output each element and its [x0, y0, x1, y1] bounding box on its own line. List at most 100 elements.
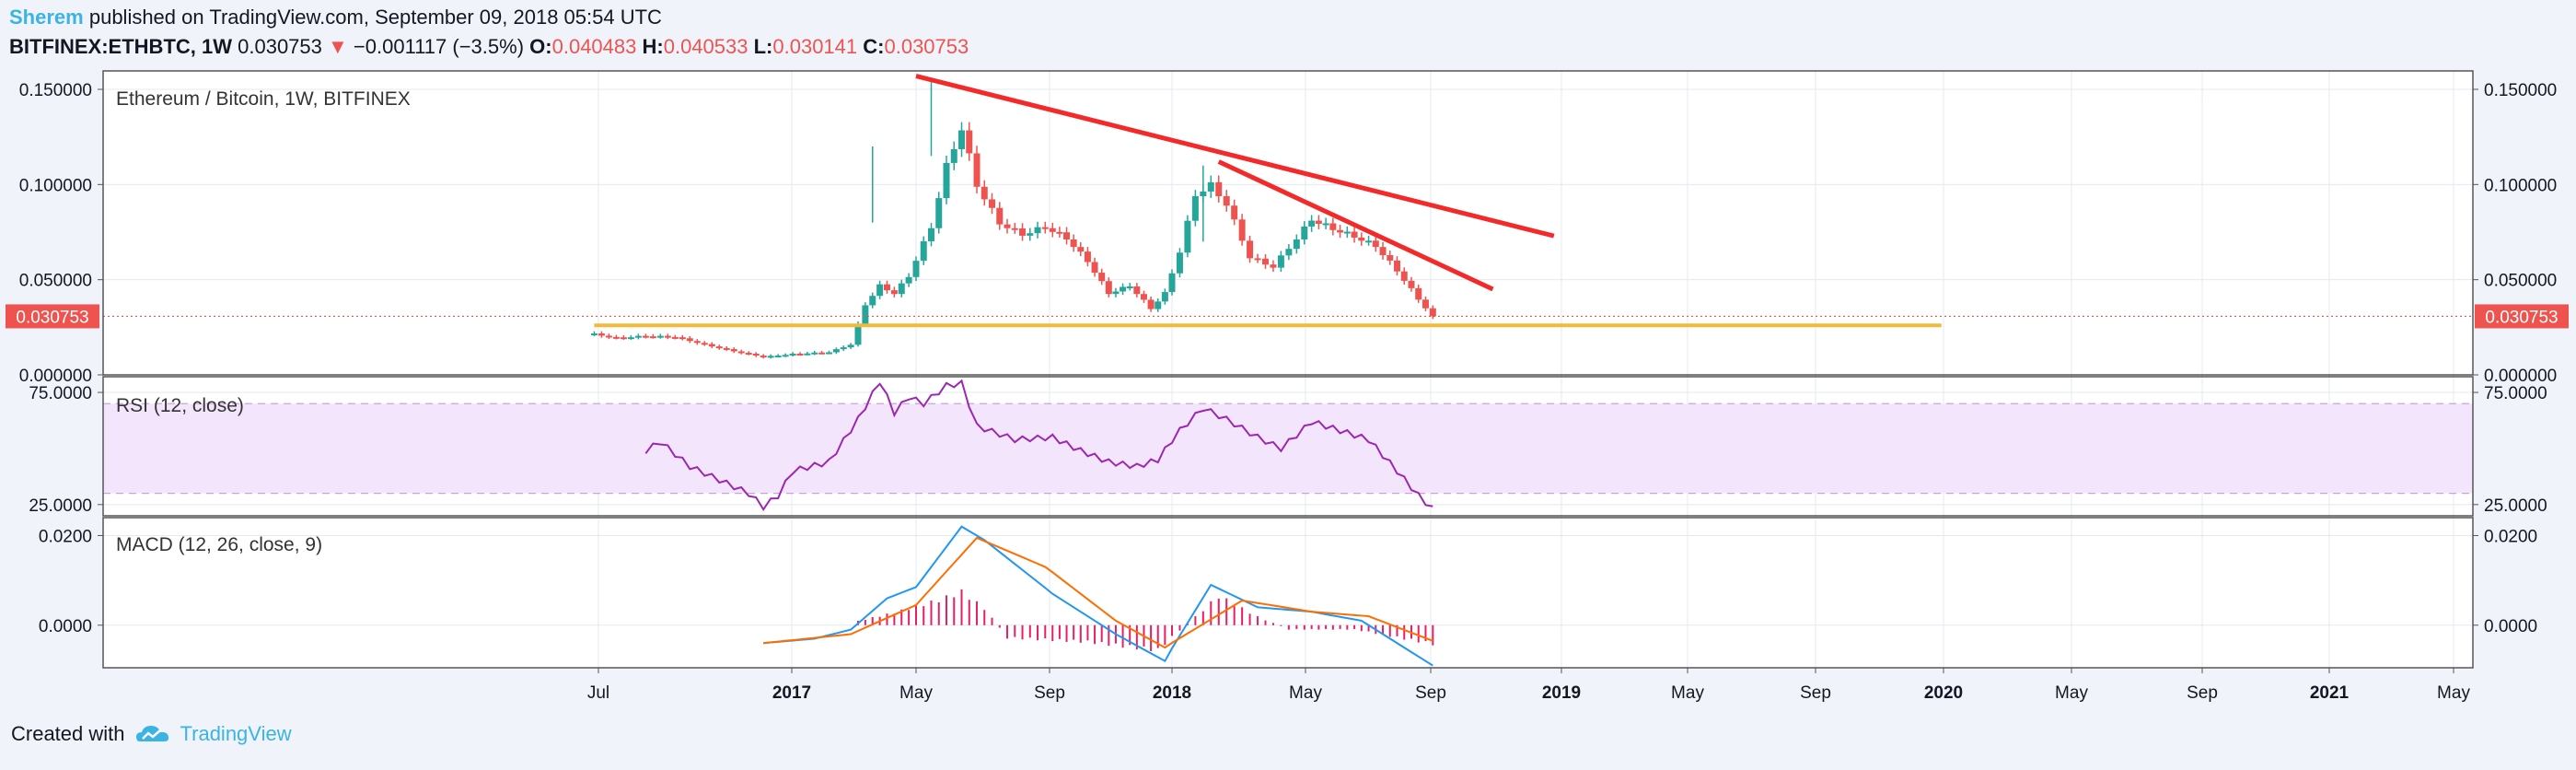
candle-body [715, 346, 723, 349]
candle-body [826, 352, 832, 355]
candle-body [737, 351, 745, 354]
x-tick-label: May [1289, 683, 1322, 703]
trendline[interactable] [915, 74, 1555, 239]
candle-body [1262, 258, 1269, 265]
candle-body [1415, 287, 1422, 300]
candle-body [1315, 220, 1322, 224]
y-tick-label: 0.000000 [19, 367, 92, 386]
candle-body [869, 296, 876, 306]
candle-body [1034, 227, 1041, 234]
publisher-name[interactable]: Sherem [9, 6, 84, 29]
signal-line [763, 536, 1433, 649]
candle-body [1207, 181, 1214, 192]
high-value: 0.040533 [663, 35, 748, 58]
candle-body [1351, 231, 1358, 238]
candle-body [1140, 294, 1147, 300]
x-tick-label: Sep [1415, 683, 1446, 703]
candle-body [1365, 240, 1373, 243]
candle-body [590, 333, 598, 336]
candle-body [1293, 239, 1300, 250]
candle-body [1133, 286, 1141, 295]
created-with-text: Created with [11, 722, 125, 745]
candle-body [627, 337, 634, 340]
candle-body [634, 335, 642, 338]
axes [98, 70, 2478, 673]
candle-body [935, 198, 943, 228]
macd-pane-title: MACD (12, 26, close, 9) [116, 534, 322, 555]
tradingview-logo-icon[interactable] [134, 723, 171, 745]
publish-line: Sherem published on TradingView.com, Sep… [9, 6, 662, 29]
publish-text: published on TradingView.com, September … [88, 6, 662, 29]
candle-body [1004, 224, 1011, 228]
y-tick-label: 0.0200 [39, 527, 92, 546]
candle-body [730, 349, 737, 352]
high-label: H: [642, 35, 664, 58]
candle-body [1329, 223, 1337, 230]
candle-body [1308, 220, 1316, 227]
candle-body [818, 352, 826, 355]
trendline[interactable] [1217, 159, 1494, 292]
candle-body [1343, 231, 1351, 234]
candle-body [1421, 299, 1429, 309]
candle-body [1358, 237, 1365, 241]
close-label: C: [863, 35, 885, 58]
candle-body [1126, 286, 1133, 289]
candle-body [862, 305, 869, 324]
candle-body [1155, 301, 1162, 309]
open-value: 0.040483 [551, 35, 637, 58]
candle-body [752, 353, 760, 356]
candle-body [1077, 247, 1085, 252]
candle-body [1027, 233, 1034, 236]
candle-body [1120, 286, 1127, 292]
candle-body [1429, 308, 1436, 317]
symbol-info-line: BITFINEX:ETHBTC, 1W 0.030753 ▼ −0.001117… [9, 35, 969, 59]
candle-body [1247, 240, 1254, 259]
candle-body [958, 130, 966, 149]
x-tick-label: 2019 [1542, 683, 1581, 703]
candle-body [649, 336, 656, 339]
labels: 0.150000 0.150000 0.100000 0.100000 0.050000… [6, 81, 2569, 703]
y-tick-label: 0.100000 [19, 176, 92, 195]
x-tick-label: May [899, 683, 933, 703]
close-value: 0.030753 [884, 35, 969, 58]
candle-body [1161, 292, 1168, 302]
y-tick-label: 0.000000 [2484, 367, 2557, 386]
candle-body [701, 343, 708, 345]
last-price: 0.030753 [238, 35, 322, 58]
candle-body [708, 344, 715, 347]
last-price-tag-label: 0.030753 [2485, 308, 2558, 327]
candle-body [1254, 258, 1261, 261]
plot-background [103, 71, 2473, 668]
rsi-pane [103, 379, 2473, 512]
candle-body [1285, 249, 1293, 256]
candle-body [1408, 280, 1415, 288]
x-tick-label: 2017 [772, 683, 811, 703]
symbol-label: BITFINEX:ETHBTC, 1W [9, 35, 232, 58]
candle-body [840, 347, 847, 350]
candle-body [671, 336, 679, 339]
low-label: L: [753, 35, 773, 58]
candle-body [1223, 196, 1230, 206]
tradingview-brand[interactable]: TradingView [180, 722, 292, 745]
x-tick-label: 2020 [1924, 683, 1963, 703]
x-tick-label: May [2437, 683, 2470, 703]
candle-body [1112, 291, 1120, 295]
x-tick-label: Sep [1034, 683, 1065, 703]
candle-body [1105, 281, 1112, 295]
candle-body [1231, 205, 1238, 220]
candle-body [966, 130, 973, 154]
candle-body [767, 356, 774, 358]
candle-body [1270, 264, 1277, 268]
candle-body [1098, 273, 1106, 282]
last-price-tag-label: 0.030753 [16, 308, 88, 327]
y-tick-label: 0.150000 [19, 81, 92, 100]
open-label: O: [529, 35, 552, 58]
candle-body [996, 207, 1004, 225]
candle-body [1387, 255, 1394, 261]
candle-body [1400, 271, 1408, 281]
candle-body [884, 284, 890, 291]
candle-body [693, 341, 701, 344]
y-tick-label: 0.0000 [39, 617, 92, 636]
